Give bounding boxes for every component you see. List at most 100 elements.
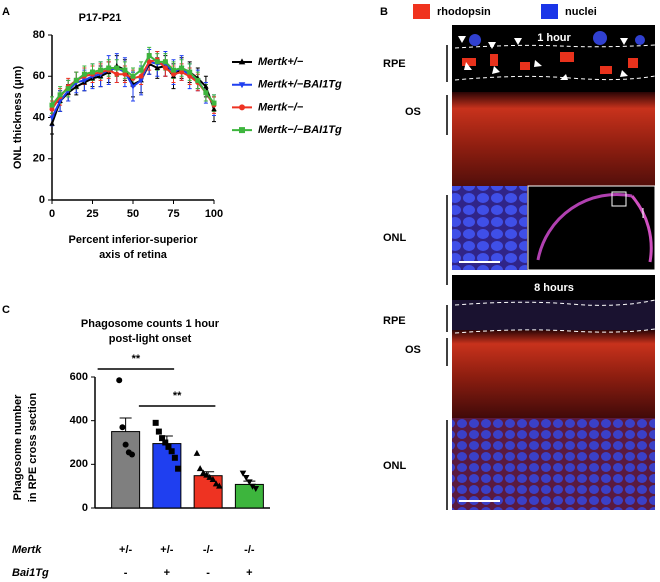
micrograph-top [452,25,656,271]
point [49,120,55,126]
panel-label: A [2,6,10,18]
y-axis-label: Phagosome number [12,394,24,500]
x-tick-label: + [246,567,252,579]
point [114,65,120,71]
legend-label: Mertk+/− [258,56,304,68]
point [203,83,209,89]
x-tick-label: 0 [49,208,55,220]
y-axis-label: in RPE cross section [27,393,39,503]
data-point [193,449,201,456]
x-tick-label: - [124,567,128,579]
data-point [246,479,253,486]
time-label: 1 hour [537,32,571,44]
point [106,65,112,71]
x-tick-label: 75 [167,208,179,220]
point [203,90,209,96]
point [73,77,79,83]
data-point [206,473,214,480]
y-tick-label: 0 [39,194,45,206]
data-point [162,439,169,446]
data-point [196,465,204,472]
row-label: Mertk [12,544,42,556]
point [98,67,104,73]
point [146,53,152,59]
legend-marker [239,127,245,134]
panel-label: C [2,304,10,316]
point [73,83,80,89]
layer-label: ONL [383,460,407,472]
y-tick-label: 60 [33,70,45,82]
x-tick-label: -/- [203,544,214,556]
point [138,73,144,79]
point [179,65,185,71]
x-tick-label: +/- [160,544,173,556]
point [211,106,217,112]
y-tick-label: 0 [82,502,88,514]
legend-swatch [541,4,558,19]
panel-label: B [380,6,388,18]
point [162,65,168,71]
chart-title: Phagosome counts 1 hour [81,318,220,330]
point [49,106,55,112]
layer-label: RPE [383,58,406,70]
legend-label: nuclei [565,6,597,18]
y-tick-label: 80 [33,29,45,41]
chart-title: post-light onset [109,333,192,345]
point [179,69,185,75]
data-point [122,441,129,448]
data-point [216,482,223,489]
data-point [155,428,162,435]
point [130,73,136,79]
data-point [129,451,136,458]
point [122,71,128,77]
legend-swatch [413,4,430,19]
legend-marker [238,58,246,65]
legend-label: Mertk+/−BAI1Tg [258,79,342,91]
time-label: 8 hours [534,282,574,294]
y-axis-label: ONL thickness (µm) [12,66,24,170]
y-tick-label: 400 [70,415,88,427]
x-axis-label: Percent inferior-superior [69,234,199,246]
legend-label: rhodopsin [437,6,491,18]
y-tick-label: 20 [33,153,45,165]
micrograph-bottom [452,275,656,510]
point [90,69,95,75]
error-bar [119,417,132,432]
y-tick-label: 40 [33,111,45,123]
point [49,115,55,121]
point [195,77,201,83]
layer-label: ONL [383,232,407,244]
data-point [116,377,123,384]
data-point [168,448,175,455]
data-point [209,476,217,483]
point [138,67,144,73]
data-point [239,470,247,477]
point [114,71,120,77]
data-point [159,435,166,442]
y-tick-label: 200 [70,458,88,470]
bar [193,475,223,509]
point [65,86,71,92]
point [81,78,88,84]
legend-marker [239,104,245,111]
data-point [152,419,159,426]
layer-label: OS [405,106,421,118]
bar [152,443,182,509]
data-point [200,469,207,476]
point [122,67,128,73]
point [81,71,87,77]
x-axis-label: axis of retina [99,249,168,261]
row-label: Bai1Tg [12,567,49,579]
x-tick-label: +/- [119,544,132,556]
point [49,102,55,108]
data-point [119,424,126,431]
legend-marker [238,82,246,89]
y-tick-label: 600 [70,371,88,383]
layer-label: RPE [383,315,406,327]
data-point [212,480,220,487]
point [154,59,160,65]
point [187,73,193,79]
significance-label: ** [173,390,182,402]
data-point [165,443,172,450]
